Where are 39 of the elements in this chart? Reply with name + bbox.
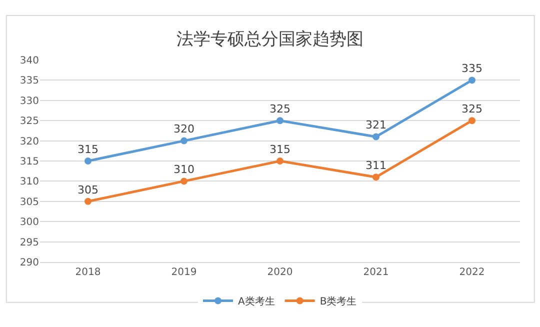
- y-tick-label: 315: [20, 156, 39, 168]
- y-tick-label: 340: [20, 56, 39, 66]
- chart-title: 法学专硕总分国家趋势图: [176, 30, 364, 49]
- point: [276, 117, 284, 124]
- data-label: 315: [270, 142, 290, 156]
- data-label: 305: [78, 183, 98, 196]
- data-label: 320: [174, 122, 194, 136]
- point: [372, 133, 380, 140]
- x-tick-label: 2021: [363, 267, 389, 278]
- y-tick-label: 300: [20, 217, 39, 228]
- point: [180, 137, 188, 144]
- y-tick-label: 295: [20, 237, 39, 248]
- y-tick-label: 335: [20, 76, 39, 87]
- point: [84, 158, 92, 164]
- y-tick-label: 310: [20, 176, 39, 188]
- data-label: 325: [462, 102, 482, 116]
- x-tick-label: 2019: [171, 267, 197, 278]
- point: [276, 158, 284, 164]
- data-label: 311: [366, 159, 386, 172]
- point: [468, 117, 476, 124]
- point: [180, 178, 188, 185]
- y-tick-label: 305: [20, 196, 39, 208]
- y-tick-label: 320: [20, 136, 39, 148]
- legend-label: B类考生: [320, 296, 357, 308]
- legend-label: A类考生: [238, 296, 275, 308]
- y-tick-label: 290: [20, 258, 39, 268]
- point: [468, 76, 476, 84]
- data-label: 325: [270, 102, 290, 116]
- x-tick-label: 2022: [459, 267, 485, 278]
- y-tick-label: 325: [20, 116, 39, 128]
- point: [372, 174, 380, 181]
- point: [84, 198, 92, 205]
- y-tick-label: 330: [20, 96, 39, 107]
- data-label: 321: [366, 118, 386, 132]
- x-tick-label: 2020: [267, 267, 293, 278]
- data-label: 315: [78, 142, 98, 156]
- data-label: 310: [174, 163, 194, 176]
- data-label: 335: [462, 62, 482, 76]
- x-tick-label: 2018: [75, 267, 101, 278]
